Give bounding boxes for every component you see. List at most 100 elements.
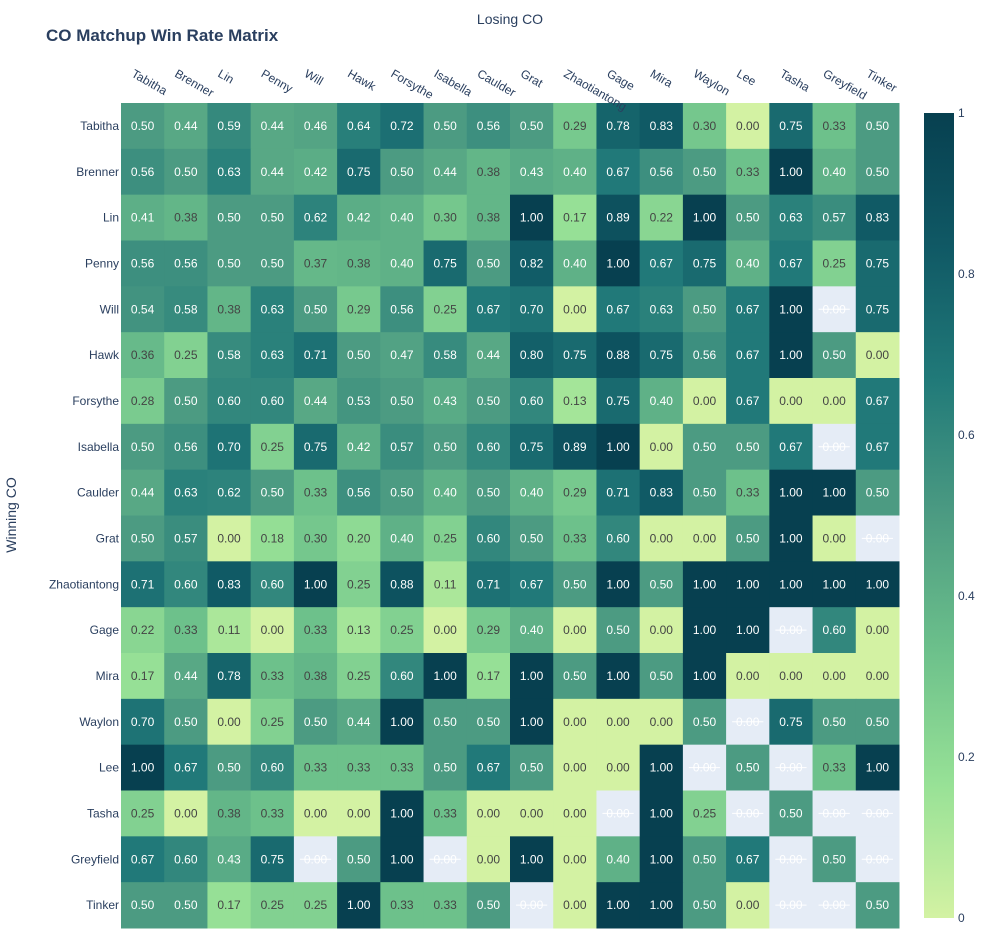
cell-value-label: 0.44 xyxy=(261,165,285,179)
heatmap-cell xyxy=(466,103,511,150)
cell-value-label: 0.50 xyxy=(477,715,501,729)
cell-value-label: 0.58 xyxy=(217,348,241,362)
heatmap-cell xyxy=(769,240,814,287)
cell-value-label: 0.00 xyxy=(563,715,587,729)
heatmap-cell xyxy=(769,332,814,379)
heatmap-cell xyxy=(639,561,684,608)
y-tick-label: Caulder xyxy=(77,486,119,500)
cell-value-label: 1.00 xyxy=(131,761,155,775)
heatmap-cell xyxy=(682,515,727,562)
heatmap-cell xyxy=(596,744,641,791)
heatmap-cell xyxy=(639,378,684,425)
heatmap-cell xyxy=(207,103,252,150)
cell-value-label: 0.00 xyxy=(563,302,587,316)
heatmap-cell xyxy=(293,423,338,471)
heatmap-cell xyxy=(423,744,468,791)
x-tick-label: Grat xyxy=(518,66,546,90)
cell-value-label: 0.38 xyxy=(477,165,501,179)
heatmap-cell xyxy=(639,286,684,333)
heatmap-cell xyxy=(639,240,684,287)
cell-value-label: 0.38 xyxy=(477,211,501,225)
heatmap-cell xyxy=(207,653,252,700)
heatmap-cell xyxy=(726,378,770,425)
chart-title: CO Matchup Win Rate Matrix xyxy=(46,26,279,45)
heatmap-cell xyxy=(553,561,597,608)
cell-value-label: 1.00 xyxy=(779,577,803,591)
cell-value-label: 0.63 xyxy=(779,211,803,225)
cell-value-label: 1.00 xyxy=(822,577,846,591)
cell-value-label: 0.44 xyxy=(304,394,328,408)
heatmap-cell xyxy=(380,790,425,837)
cell-value-label: 0.29 xyxy=(563,486,587,500)
heatmap-cell xyxy=(423,332,468,379)
cell-value-label: 0.50 xyxy=(433,119,457,133)
cell-value-label: 0.67 xyxy=(131,852,155,866)
cell-value-label: 0.56 xyxy=(174,440,198,454)
cell-value-label: 0.56 xyxy=(650,165,674,179)
cell-value-label: 1.00 xyxy=(520,211,544,225)
cell-value-label: 0.50 xyxy=(433,440,457,454)
cell-value-label: 0.67 xyxy=(866,394,890,408)
cell-value-label: 0.00 xyxy=(563,898,587,912)
heatmap-cell xyxy=(250,882,295,929)
cell-value-label: 0.50 xyxy=(866,715,890,729)
cell-value-label: 0.00 xyxy=(563,761,587,775)
cell-value-label: 0.67 xyxy=(736,394,760,408)
heatmap-cell xyxy=(726,423,770,471)
heatmap-cell xyxy=(682,698,727,746)
heatmap-cell xyxy=(812,240,857,287)
heatmap-cell xyxy=(337,240,381,287)
heatmap-cell xyxy=(380,698,425,746)
heatmap-cell xyxy=(164,744,208,791)
cell-value-label: 1.00 xyxy=(520,852,544,866)
heatmap-cell xyxy=(812,653,857,700)
heatmap-cell xyxy=(855,286,900,333)
heatmap-cell xyxy=(250,790,295,837)
cell-value-label: 1.00 xyxy=(693,211,717,225)
cell-value-label: 0.00 xyxy=(736,119,760,133)
cell-value-label: 0.71 xyxy=(606,486,630,500)
heatmap-cell xyxy=(812,332,857,379)
cell-value-label: 0.00 xyxy=(736,669,760,683)
heatmap-cell xyxy=(769,286,814,333)
heatmap-cell xyxy=(553,469,597,516)
heatmap-cell xyxy=(337,607,381,654)
cell-value-label: 0.43 xyxy=(520,165,544,179)
heatmap-cell xyxy=(466,744,511,791)
x-tick-label: Caulder xyxy=(475,66,518,99)
y-tick-label: Waylon xyxy=(79,715,119,729)
heatmap-cell xyxy=(596,286,641,333)
cell-value-label: 0.63 xyxy=(261,348,285,362)
cell-value-label: 0.25 xyxy=(131,806,155,820)
heatmap-cell xyxy=(164,423,208,471)
heatmap-cell xyxy=(121,423,165,471)
heatmap-cell xyxy=(293,653,338,700)
cell-value-label: 0.50 xyxy=(693,302,717,316)
heatmap-cell xyxy=(250,836,295,883)
heatmap-cell xyxy=(726,882,770,929)
heatmap-cell xyxy=(466,378,511,425)
cell-value-label: 0.00 xyxy=(650,440,674,454)
cell-value-label: 0.75 xyxy=(606,394,630,408)
heatmap-cell xyxy=(207,423,252,471)
y-tick-label: Lin xyxy=(103,211,119,225)
heatmap-cell xyxy=(466,194,511,241)
cell-value-label: 0.60 xyxy=(477,440,501,454)
heatmap-cell xyxy=(596,194,641,241)
cell-value-label: 0.50 xyxy=(477,256,501,270)
cell-value-label: 0.17 xyxy=(563,211,587,225)
heatmap-cell xyxy=(293,240,338,287)
heatmap-cell xyxy=(466,515,511,562)
y-tick-label: Lee xyxy=(99,761,119,775)
heatmap-cell xyxy=(682,240,727,287)
cell-value-label: 0.50 xyxy=(520,531,544,545)
cell-value-label: 0.00 xyxy=(433,623,457,637)
cell-value-label: 0.33 xyxy=(822,761,846,775)
heatmap-cell xyxy=(596,882,641,929)
y-tick-label: Hawk xyxy=(89,348,120,362)
heatmap-cell xyxy=(293,882,338,929)
heatmap-cell xyxy=(337,653,381,700)
heatmap-cell xyxy=(855,744,900,791)
heatmap-cell xyxy=(164,836,208,883)
heatmap-cell xyxy=(510,148,554,196)
